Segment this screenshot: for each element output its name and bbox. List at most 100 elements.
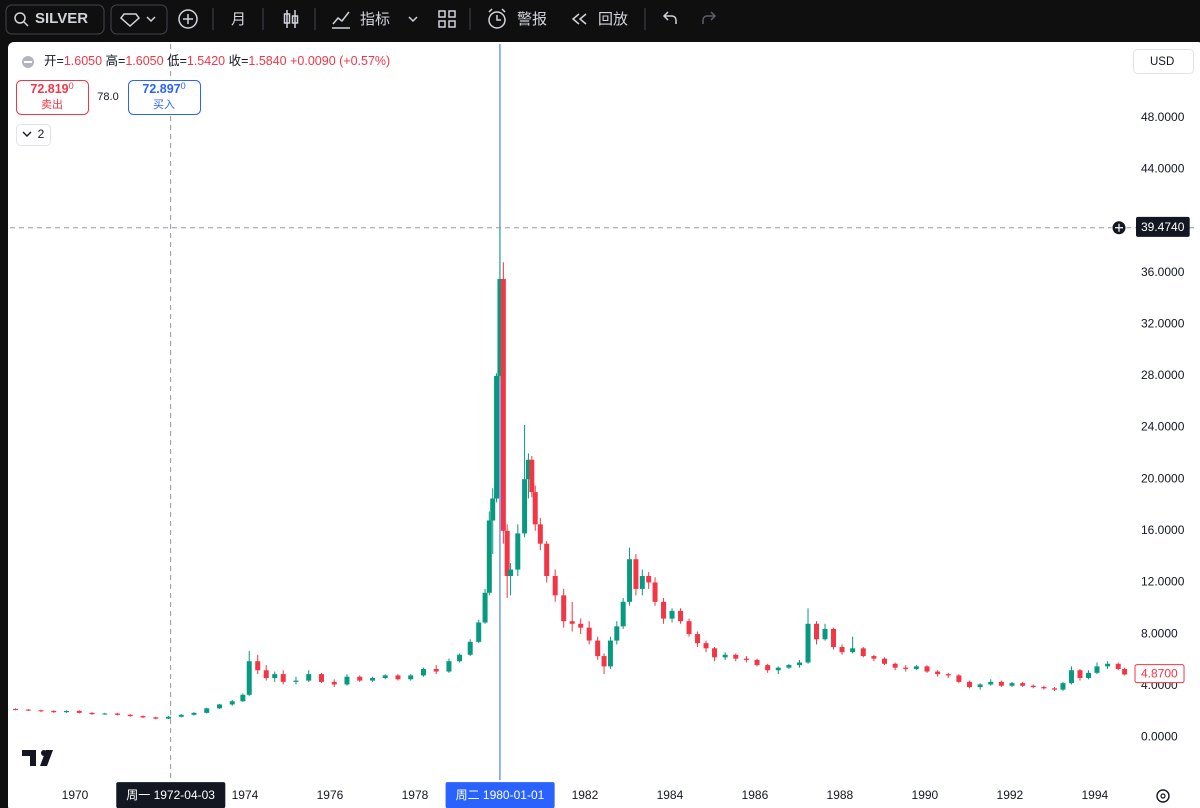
y-tick-label: 32.0000: [1141, 316, 1185, 330]
candle-body: [614, 626, 620, 641]
candle-body: [532, 492, 538, 525]
candle-body: [652, 582, 658, 602]
redo-icon[interactable]: [702, 11, 717, 24]
candle-body: [204, 708, 210, 713]
indicator-toggle[interactable]: [16, 124, 51, 146]
legend-label: 收=: [229, 54, 249, 68]
candle-body: [805, 623, 811, 663]
candle-body: [178, 714, 184, 717]
candle-body: [669, 610, 675, 619]
candle-body: [293, 680, 299, 682]
crosshair-y-label: 39.4740: [1141, 220, 1185, 234]
buy-button[interactable]: [128, 80, 201, 115]
candle-body: [871, 656, 877, 659]
candle-body: [482, 592, 488, 623]
candle-body: [1041, 687, 1047, 689]
candle-body: [490, 498, 496, 521]
add-icon[interactable]: [178, 9, 198, 29]
candle-body: [38, 710, 44, 712]
candle-body: [115, 713, 121, 715]
symbol-box[interactable]: [5, 4, 105, 35]
currency-box[interactable]: [1133, 49, 1194, 74]
candle-body: [988, 681, 994, 685]
sell-price-fraction: 0: [69, 81, 74, 91]
candle-body: [272, 674, 278, 678]
ohlc-legend: 开=1.6050 高=1.6050 低=1.5420 收=1.5840 +0.0…: [44, 53, 390, 68]
settings-icon-center: [1160, 793, 1166, 799]
candle-body: [497, 279, 503, 376]
symbol[interactable]: SILVER: [35, 10, 88, 27]
settings-icon[interactable]: [1156, 789, 1170, 803]
candle-body: [945, 674, 951, 676]
candle-body: [508, 569, 514, 576]
chevron: [146, 16, 156, 23]
candle-body: [246, 661, 252, 695]
currency[interactable]: USD: [1150, 56, 1174, 68]
candle-body: [601, 656, 607, 667]
candle-body: [515, 533, 521, 570]
y-tick-label: 44.0000: [1141, 161, 1185, 175]
candle-body: [216, 704, 222, 709]
candle-body: [722, 654, 728, 658]
candle-body: [191, 712, 197, 715]
candle-body: [743, 658, 749, 660]
sell-label: 卖出: [41, 97, 63, 111]
undo-icon[interactable]: [662, 11, 677, 24]
candle-body: [476, 622, 482, 642]
sell-button[interactable]: [16, 80, 89, 115]
candle-body: [956, 675, 962, 682]
candle-body: [306, 674, 312, 681]
chevron[interactable]: [408, 16, 418, 23]
add-icon-cross: [183, 14, 193, 24]
candle-body: [850, 648, 856, 653]
diamond-icon: [119, 13, 141, 28]
y-tick-label: 16.0000: [1141, 523, 1185, 537]
candle-body: [1051, 688, 1057, 690]
alert-icon: [488, 11, 506, 29]
candle-body: [661, 601, 667, 619]
layout-icon[interactable]: [438, 10, 446, 18]
indicator-icon: [332, 11, 350, 29]
chart-panel: [8, 42, 1200, 808]
candle-body: [733, 654, 739, 659]
buy-price-fraction: 0: [181, 81, 186, 91]
x-tick-label: 1970: [62, 788, 89, 802]
interval[interactable]: 月: [231, 11, 246, 28]
candle-body: [504, 530, 510, 576]
candle-body: [627, 559, 633, 602]
candle-body: [344, 676, 350, 685]
candle-body: [229, 701, 235, 705]
candle-body: [76, 710, 82, 713]
legend-label: 低=: [167, 54, 187, 68]
candle-body: [467, 641, 473, 655]
candle-body: [607, 640, 613, 667]
y-tick-label: 48.0000: [1141, 110, 1185, 124]
candle-body: [977, 684, 983, 688]
alert[interactable]: 警报: [517, 11, 547, 28]
candle-body: [395, 675, 401, 680]
candle-body: [25, 709, 31, 711]
x-tick-label: 1982: [572, 788, 599, 802]
candle-body: [712, 648, 718, 658]
candle-body: [140, 716, 146, 718]
candle-body: [318, 674, 324, 682]
candle-body: [678, 610, 684, 622]
candle-body: [1060, 683, 1066, 690]
candle-body: [486, 520, 492, 593]
candle-body: [633, 559, 639, 589]
y-tick-label: 8.0000: [1141, 626, 1178, 640]
x-tick-label: 1994: [1082, 788, 1109, 802]
candle-body: [1105, 663, 1111, 667]
candle-body: [924, 666, 930, 672]
candle-body: [13, 708, 19, 710]
candle-icon[interactable]: [286, 10, 296, 28]
indicators[interactable]: 指标: [360, 11, 390, 28]
label-box: [1136, 216, 1190, 237]
compare-box[interactable]: [110, 4, 168, 35]
legend-value: 1.5840: [248, 54, 286, 68]
candle-body: [1030, 685, 1036, 688]
buy-price: 72.8970: [142, 81, 185, 96]
replay[interactable]: 回放: [598, 11, 628, 28]
candle-body: [529, 459, 535, 493]
candle-body: [686, 621, 692, 635]
